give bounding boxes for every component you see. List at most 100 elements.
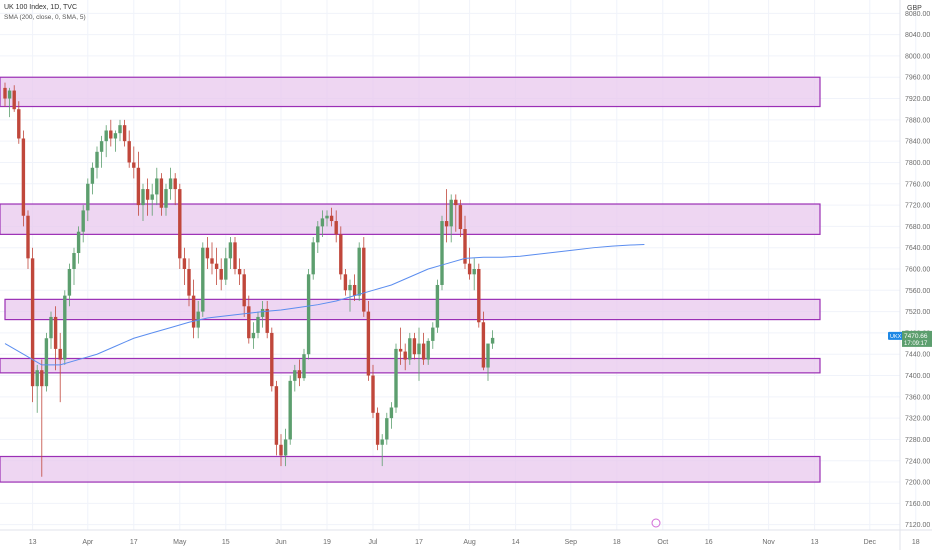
candle-body [343,274,348,291]
candle-body [58,348,62,360]
candle-body [293,370,297,381]
candle-body [444,221,449,227]
candle-body [141,189,145,206]
x-tick-label: Apr [82,539,94,546]
candle-body [196,311,200,328]
y-tick-label: 7840.00 [905,139,930,146]
candle-body [173,178,177,190]
x-tick-label: 16 [705,539,713,546]
candle-body [3,87,7,99]
candle-body [86,183,90,211]
x-tick-label: 13 [811,539,819,546]
candle-body [109,130,113,139]
x-tick-label: Jun [275,539,286,546]
y-tick-label: 7920.00 [905,96,930,103]
candle-body [357,247,361,296]
candle-body [228,242,233,259]
candle-body [403,351,407,360]
candle-body [329,215,334,222]
x-tick-label: Aug [463,539,476,546]
x-tick-label: 14 [512,539,520,546]
candle-body [127,141,131,163]
y-tick-label: 8000.00 [905,53,930,60]
candle-body [53,316,58,349]
y-tick-label: 7880.00 [905,117,930,124]
y-tick-label: 7240.00 [905,458,930,465]
x-tick-label: Jul [369,539,378,546]
zone-rect [4,298,821,321]
candle-body [385,418,389,440]
candle-body [132,162,136,168]
candle-body [224,258,228,280]
candle-body [191,295,196,328]
x-tick-label: 19 [323,539,331,546]
candle-body [63,295,67,360]
candle-body [431,327,435,341]
candle-body [247,306,251,339]
y-tick-label: 7160.00 [905,501,930,508]
candle-body [449,199,453,227]
candle-body [90,167,95,184]
candle-body [348,284,352,291]
candle-body [150,194,154,200]
candle-body [44,338,49,387]
candle-body [481,322,486,368]
candle-body [306,274,311,355]
candle-body [458,205,463,230]
x-tick-label: Dec [864,539,877,546]
candle-body [283,439,288,456]
symbol-tag-bg [888,331,903,340]
candle-body [334,221,338,235]
candle-body [12,90,16,110]
y-tick-label: 7400.00 [905,373,930,380]
candle-body [136,167,141,206]
event-marker [651,518,661,528]
candle-body [316,226,320,243]
candle-body [251,332,256,339]
sma-200-line [4,243,645,366]
y-tick-label: 7200.00 [905,480,930,487]
x-tick-label: 15 [222,539,230,546]
price-tag-bg [902,330,932,347]
candle-body [104,130,108,142]
x-tick-label: 13 [29,539,37,546]
candle-body [178,189,182,259]
candle-body [49,316,53,339]
candle-body [122,125,127,142]
candle-body [435,284,440,328]
candle-body [67,268,72,296]
candle-body [40,370,44,387]
candle-body [426,340,430,360]
price-countdown: 17:09:17 [904,341,928,347]
candle-body [477,268,481,323]
candle-body [168,178,173,190]
y-tick-label: 8040.00 [905,32,930,39]
candle-body [463,229,467,264]
candle-body [366,311,371,376]
candle-body [205,247,210,259]
candle-body [35,370,39,387]
x-tick-label: 17 [415,539,423,546]
y-tick-label: 7520.00 [905,309,930,316]
price-value: 7470.66 [904,333,928,340]
candle-body [352,284,357,296]
candle-body [486,343,490,368]
zone-rect [0,76,821,108]
indicator-legend: SMA (200, close, 0, SMA, 5) [4,14,86,21]
y-tick-label: 7120.00 [905,522,930,529]
grid [0,0,917,530]
currency-label: GBP [907,5,922,12]
candle-body [265,308,269,333]
candle-body [17,109,21,139]
candle-body [297,370,302,379]
candle-body [242,274,246,307]
candle-body [260,308,265,317]
candle-body [398,348,403,352]
candle-body [394,348,398,408]
candle-body [274,386,279,445]
x-tick-label: 17 [130,539,138,546]
candle-body [187,268,191,296]
candle-body [237,268,242,275]
